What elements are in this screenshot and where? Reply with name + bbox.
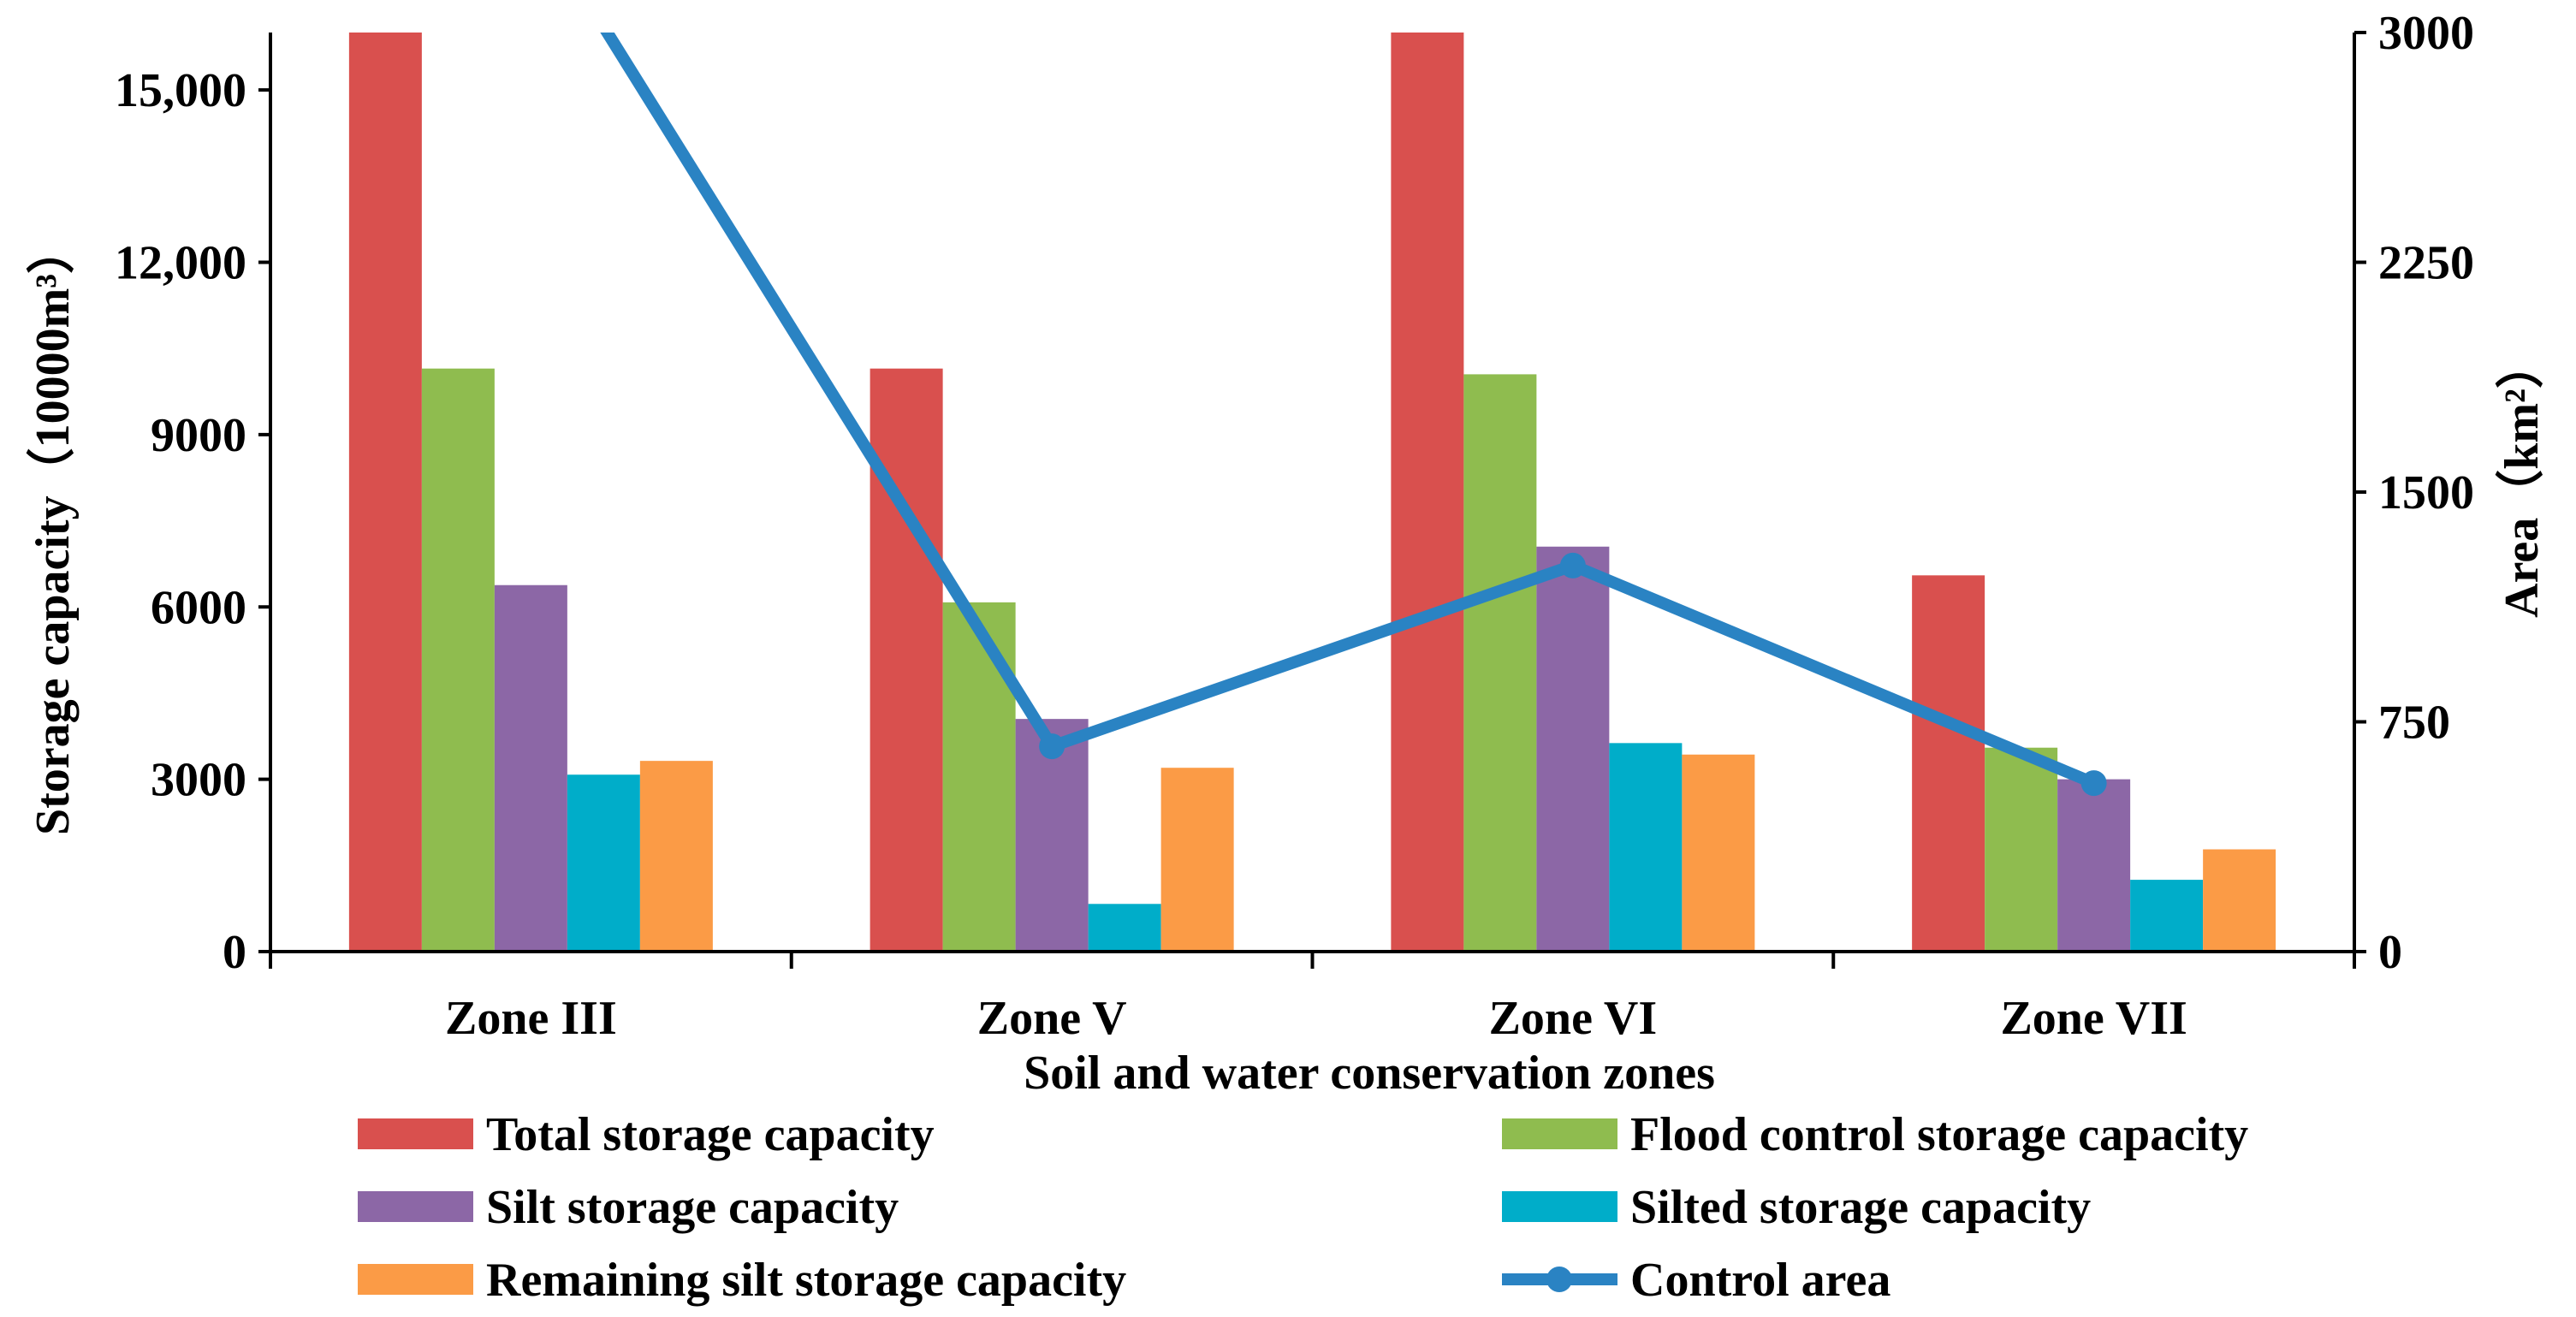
legend-label-control-area: Control area [1630,1254,1890,1307]
legend-label-silt-storage-capacity: Silt storage capacity [486,1181,899,1234]
legend-swatch-silted-storage-capacity [1502,1191,1617,1222]
bar-total-storage-capacity-4 [1912,575,1985,952]
bar-remaining-silt-storage-capacity-4 [2203,849,2276,952]
right-y-axis-title: Area（km²） [2495,341,2549,618]
control-area-point-2 [1039,733,1065,760]
line-layer [600,33,2107,797]
control-area-point-3 [1559,552,1586,578]
control-area-point-4 [2080,770,2107,797]
legend-marker-control-area [1546,1267,1572,1292]
ticks-layer: 0 3000 6000 9000 12,000 15,000 0 750 1500 2250 300… [115,7,2474,1045]
bar-flood-control-storage-capacity-2 [942,602,1016,952]
zone-label-3: Zone VI [1489,992,1658,1045]
bar-total-storage-capacity-3 [1391,33,1464,952]
bar-silted-storage-capacity-1 [567,774,640,952]
left-tick-label: 0 [223,926,246,979]
bar-silted-storage-capacity-2 [1088,904,1161,952]
zone-label-2: Zone V [977,992,1127,1045]
legend-swatch-flood-control-storage-capacity [1502,1118,1617,1149]
legend-label-flood-control-storage-capacity: Flood control storage capacity [1630,1108,2248,1161]
bar-total-storage-capacity-1 [348,33,422,952]
bar-silt-storage-capacity-4 [2057,779,2131,952]
bar-remaining-silt-storage-capacity-3 [1682,754,1755,952]
bar-silt-storage-capacity-3 [1536,546,1610,952]
right-tick-label: 3000 [2378,7,2474,60]
bar-total-storage-capacity-2 [870,368,943,952]
bar-flood-control-storage-capacity-4 [1985,747,2058,952]
bar-silted-storage-capacity-3 [1609,743,1683,952]
legend-label-silted-storage-capacity: Silted storage capacity [1630,1181,2091,1234]
bar-silt-storage-capacity-1 [494,584,567,952]
right-tick-label: 0 [2378,926,2402,979]
left-tick-label: 3000 [151,754,246,807]
left-tick-label: 12,000 [115,237,246,290]
bar-flood-control-storage-capacity-1 [421,368,495,952]
zone-label-4: Zone VII [2000,992,2187,1045]
legend-swatch-silt-storage-capacity [358,1191,473,1222]
left-tick-label: 9000 [151,409,246,462]
left-y-axis-title: Storage capacity（10000m³） [26,226,80,835]
left-tick-label: 6000 [151,581,246,634]
bar-flood-control-storage-capacity-3 [1463,374,1537,952]
bars-layer [348,33,2276,952]
control-area-line [600,33,2097,789]
right-tick-label: 2250 [2378,237,2474,290]
legend: Total storage capacity Flood control stor… [358,1108,2248,1307]
legend-swatch-total-storage-capacity [358,1118,473,1149]
right-tick-label: 1500 [2378,466,2474,519]
legend-swatch-remaining-silt-storage-capacity [358,1264,473,1295]
x-axis-title: Soil and water conservation zones [1024,1047,1715,1100]
left-tick-label: 15,000 [115,64,246,117]
legend-label-remaining-silt-storage-capacity: Remaining silt storage capacity [486,1254,1126,1307]
zone-label-1: Zone III [445,992,617,1045]
bar-silted-storage-capacity-4 [2130,880,2204,952]
right-tick-label: 750 [2378,697,2450,750]
bar-remaining-silt-storage-capacity-1 [639,761,713,952]
bar-remaining-silt-storage-capacity-2 [1160,768,1234,952]
legend-label-total-storage-capacity: Total storage capacity [486,1108,935,1161]
